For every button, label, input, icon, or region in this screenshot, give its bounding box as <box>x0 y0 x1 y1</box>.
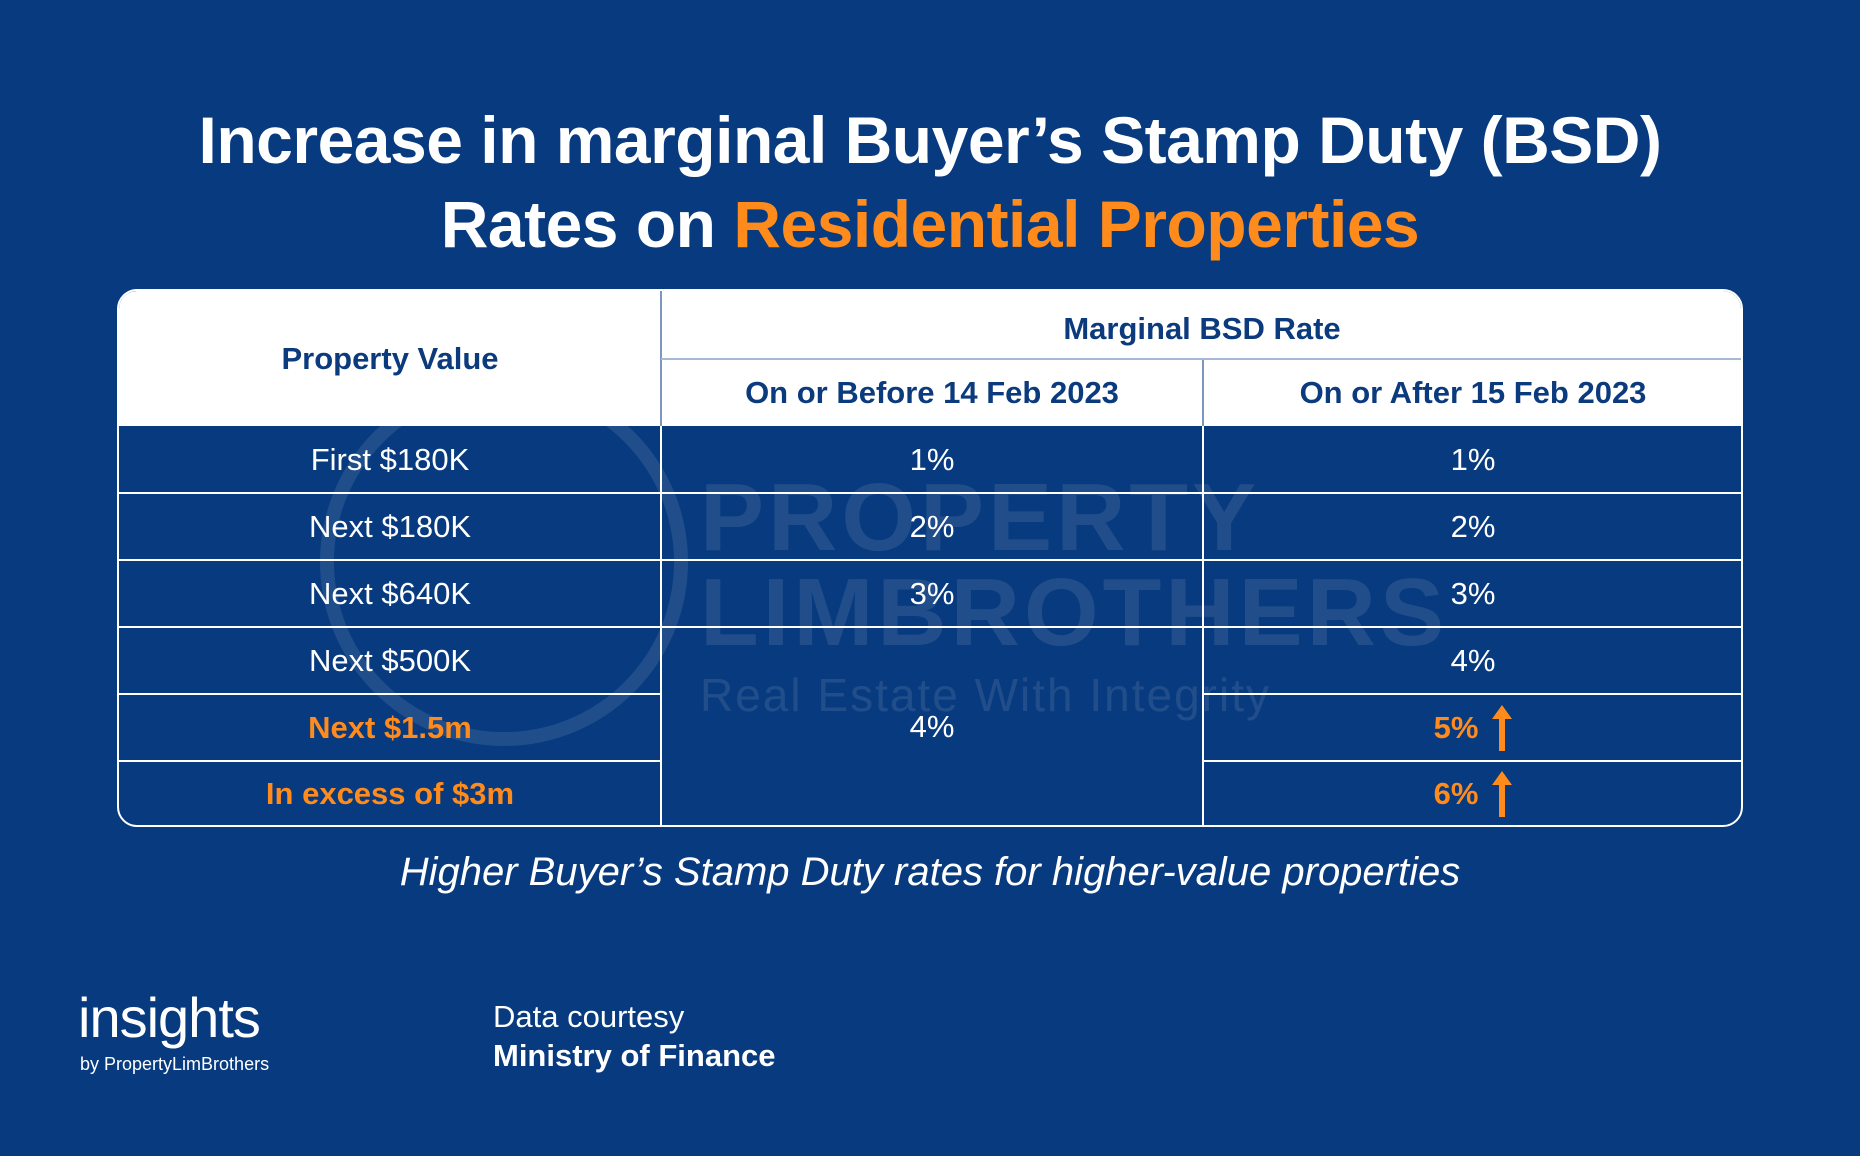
row-5-after: 5% <box>1203 694 1741 761</box>
row-divider-4a <box>119 693 661 695</box>
header-property-value: Property Value <box>281 340 499 376</box>
credit-label: Data courtesy <box>493 999 685 1034</box>
caption: Higher Buyer’s Stamp Duty rates for high… <box>399 850 1461 894</box>
row-divider-3 <box>119 626 1741 628</box>
credit-source: Ministry of Finance <box>493 1038 776 1073</box>
row-3-before: 3% <box>909 575 955 611</box>
row-5-after-value: 5% <box>1433 709 1479 745</box>
row-divider-2 <box>119 559 1741 561</box>
body-divider-vertical-2 <box>1202 426 1204 825</box>
bsd-rate-table: Property Value Marginal BSD Rate On or B… <box>117 289 1743 827</box>
row-2-before: 2% <box>909 508 955 544</box>
header-after-date: On or After 15 Feb 2023 <box>1299 374 1647 410</box>
row-3-after: 3% <box>1450 575 1496 611</box>
row-2-property-value: Next $180K <box>309 508 471 544</box>
data-credit: Data courtesy Ministry of Finance <box>493 998 775 1076</box>
row-5-property-value: Next $1.5m <box>308 709 472 745</box>
row-1-after: 1% <box>1450 441 1496 477</box>
row-6-after-value: 6% <box>1433 776 1479 811</box>
header-before-date: On or Before 14 Feb 2023 <box>745 374 1119 410</box>
arrow-up-icon <box>1492 704 1513 751</box>
row-1-property-value: First $180K <box>310 441 470 477</box>
row-4-property-value: Next $500K <box>309 642 471 678</box>
insights-logo: insights by PropertyLimBrothers <box>78 988 318 1078</box>
title-line-1: Increase in marginal Buyer’s Stamp Duty … <box>198 103 1662 177</box>
row-3-property-value: Next $640K <box>309 575 471 611</box>
body-divider-vertical-1 <box>660 426 662 825</box>
header-divider-vertical-2 <box>1202 359 1204 426</box>
header-marginal-bsd-rate: Marginal BSD Rate <box>1063 311 1341 346</box>
row-6-property-value: In excess of $3m <box>265 776 515 811</box>
arrow-up-icon <box>1492 771 1513 817</box>
row-2-after: 2% <box>1450 508 1496 544</box>
merged-before-rate: 4% <box>909 709 955 744</box>
row-4-after: 4% <box>1450 642 1496 678</box>
logo-wordmark: insights <box>78 986 261 1049</box>
row-divider-5b <box>1203 760 1741 762</box>
row-6-after: 6% <box>1203 761 1741 825</box>
row-divider-1 <box>119 492 1741 494</box>
row-divider-4b <box>1203 693 1741 695</box>
title-line-2-prefix: Rates on <box>440 187 734 261</box>
title-line-2: Rates on Residential Properties <box>0 182 1860 266</box>
row-1-before: 1% <box>909 441 955 477</box>
row-divider-5a <box>119 760 661 762</box>
logo-byline: by PropertyLimBrothers <box>80 1054 270 1074</box>
page-title: Increase in marginal Buyer’s Stamp Duty … <box>0 98 1860 266</box>
table-header: Property Value Marginal BSD Rate On or B… <box>119 291 1741 426</box>
header-divider-horizontal <box>661 358 1741 360</box>
title-accent: Residential Properties <box>733 187 1420 261</box>
